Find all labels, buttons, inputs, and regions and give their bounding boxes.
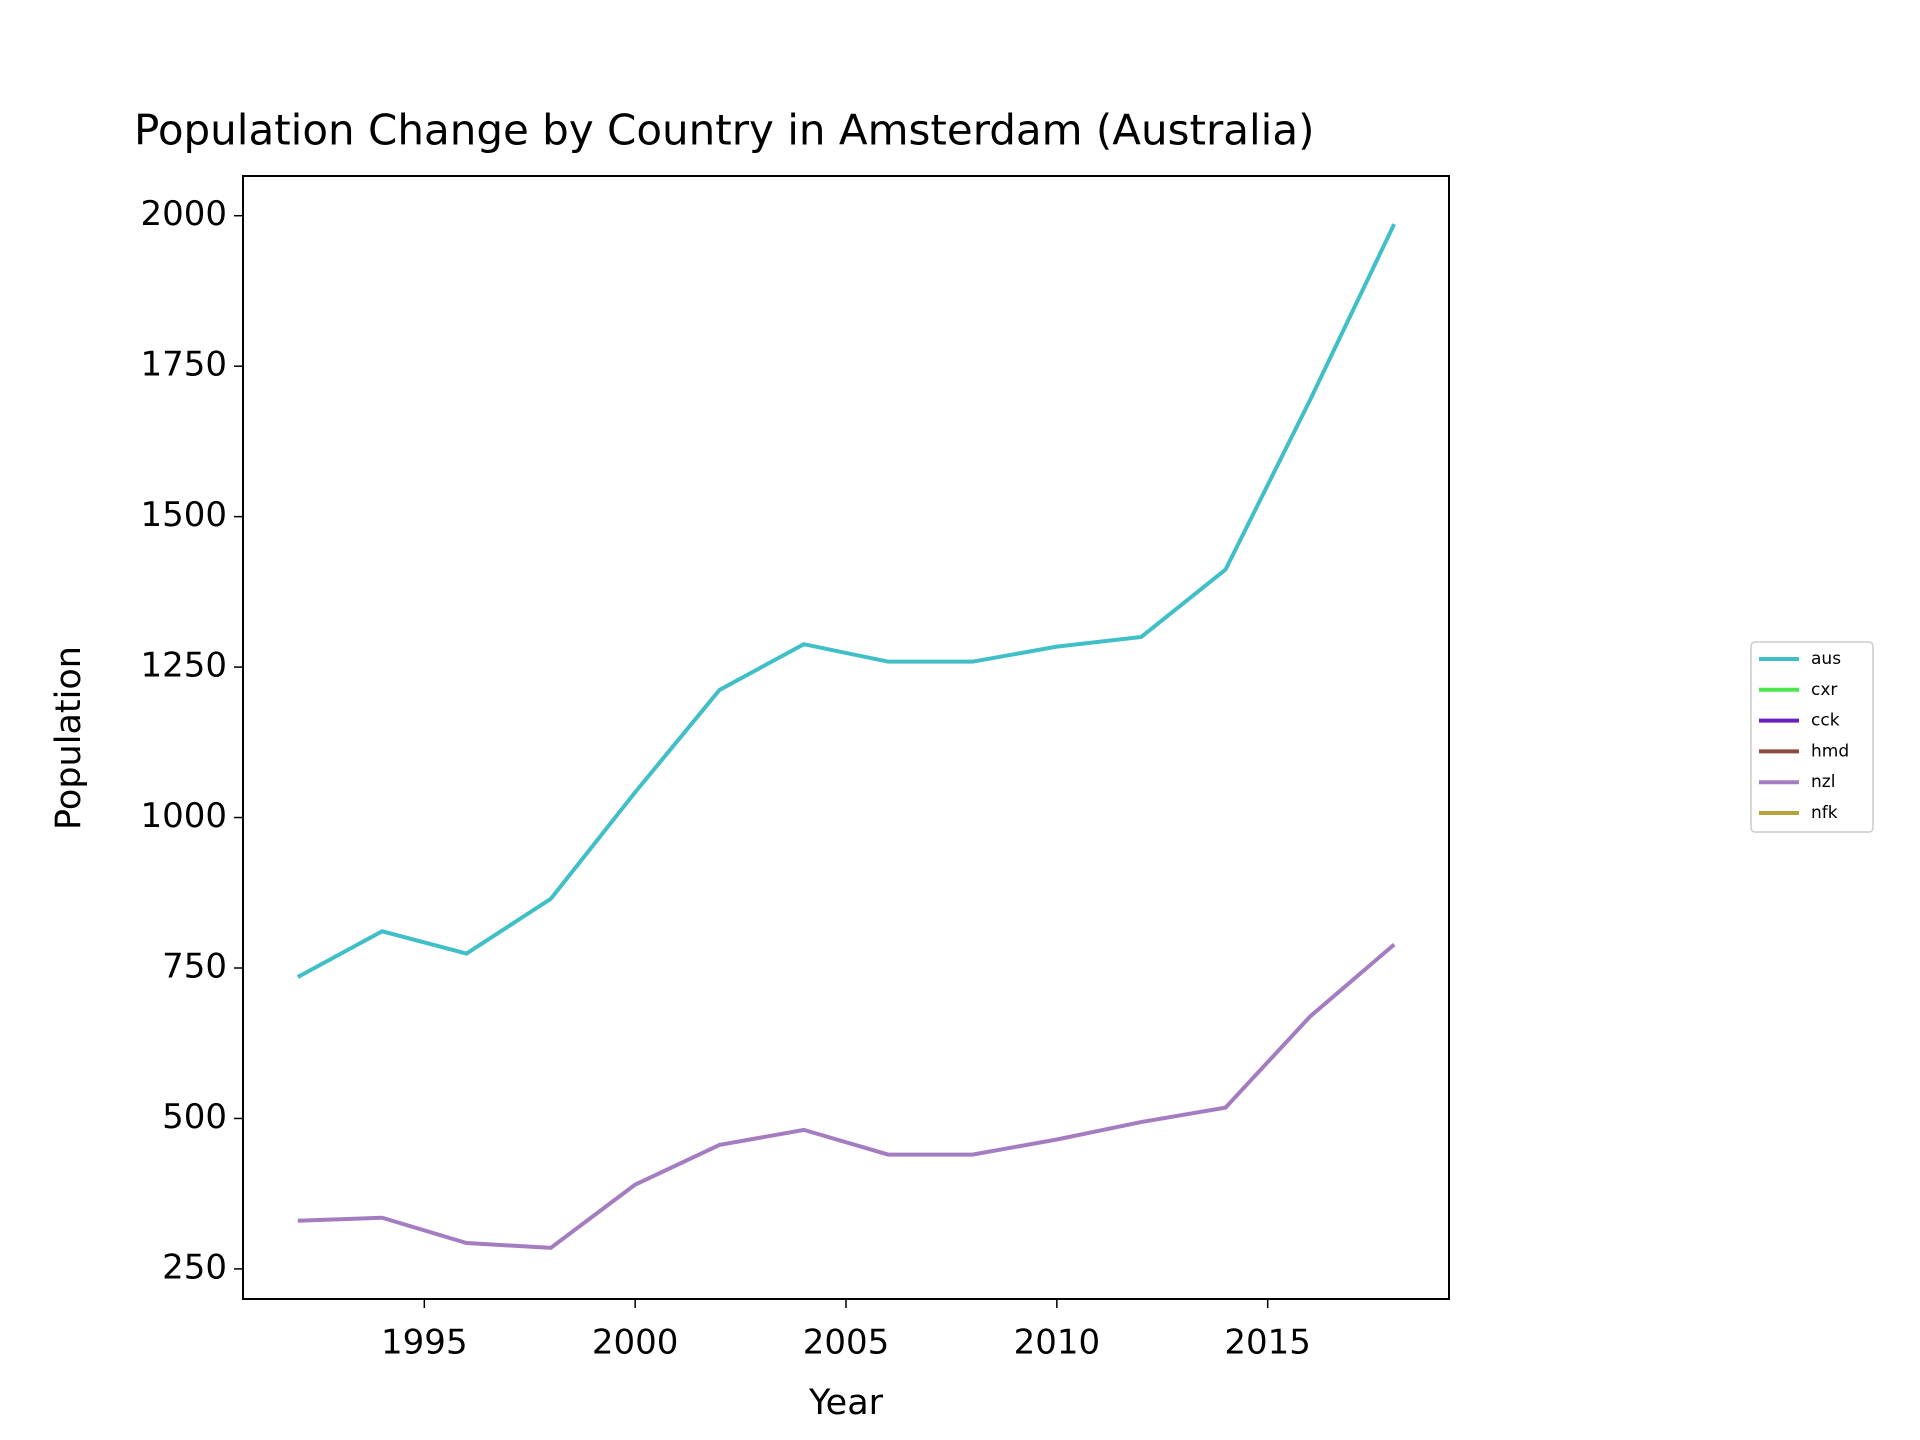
x-tick-label: 2005 <box>803 1323 890 1363</box>
y-tick-label: 500 <box>162 1097 227 1137</box>
legend-label: nfk <box>1811 803 1838 823</box>
x-axis-label: Year <box>808 1383 884 1423</box>
x-tick-label: 1995 <box>381 1323 468 1363</box>
x-tick-label: 2015 <box>1224 1323 1311 1363</box>
y-tick-label: 250 <box>162 1247 227 1287</box>
series-line <box>297 943 1396 1250</box>
y-tick-label: 1250 <box>140 646 227 686</box>
y-tick-label: 2000 <box>140 194 227 234</box>
chart-title: Population Change by Country in Amsterda… <box>134 106 1314 155</box>
y-tick-label: 750 <box>162 946 227 986</box>
x-tick-label: 2000 <box>592 1323 679 1363</box>
plot-frame <box>242 175 1450 1300</box>
legend-label: hmd <box>1811 741 1849 761</box>
legend-label: cck <box>1811 711 1840 731</box>
x-tick-label: 2010 <box>1014 1323 1101 1363</box>
y-tick-label: 1750 <box>140 345 227 385</box>
y-axis-label: Population <box>49 646 89 830</box>
legend-label: nzl <box>1811 772 1835 792</box>
legend-label: aus <box>1811 649 1841 669</box>
y-tick-label: 1000 <box>140 796 227 836</box>
y-tick-label: 1500 <box>140 495 227 535</box>
legend-label: cxr <box>1811 680 1837 700</box>
series-line <box>296 223 1396 979</box>
